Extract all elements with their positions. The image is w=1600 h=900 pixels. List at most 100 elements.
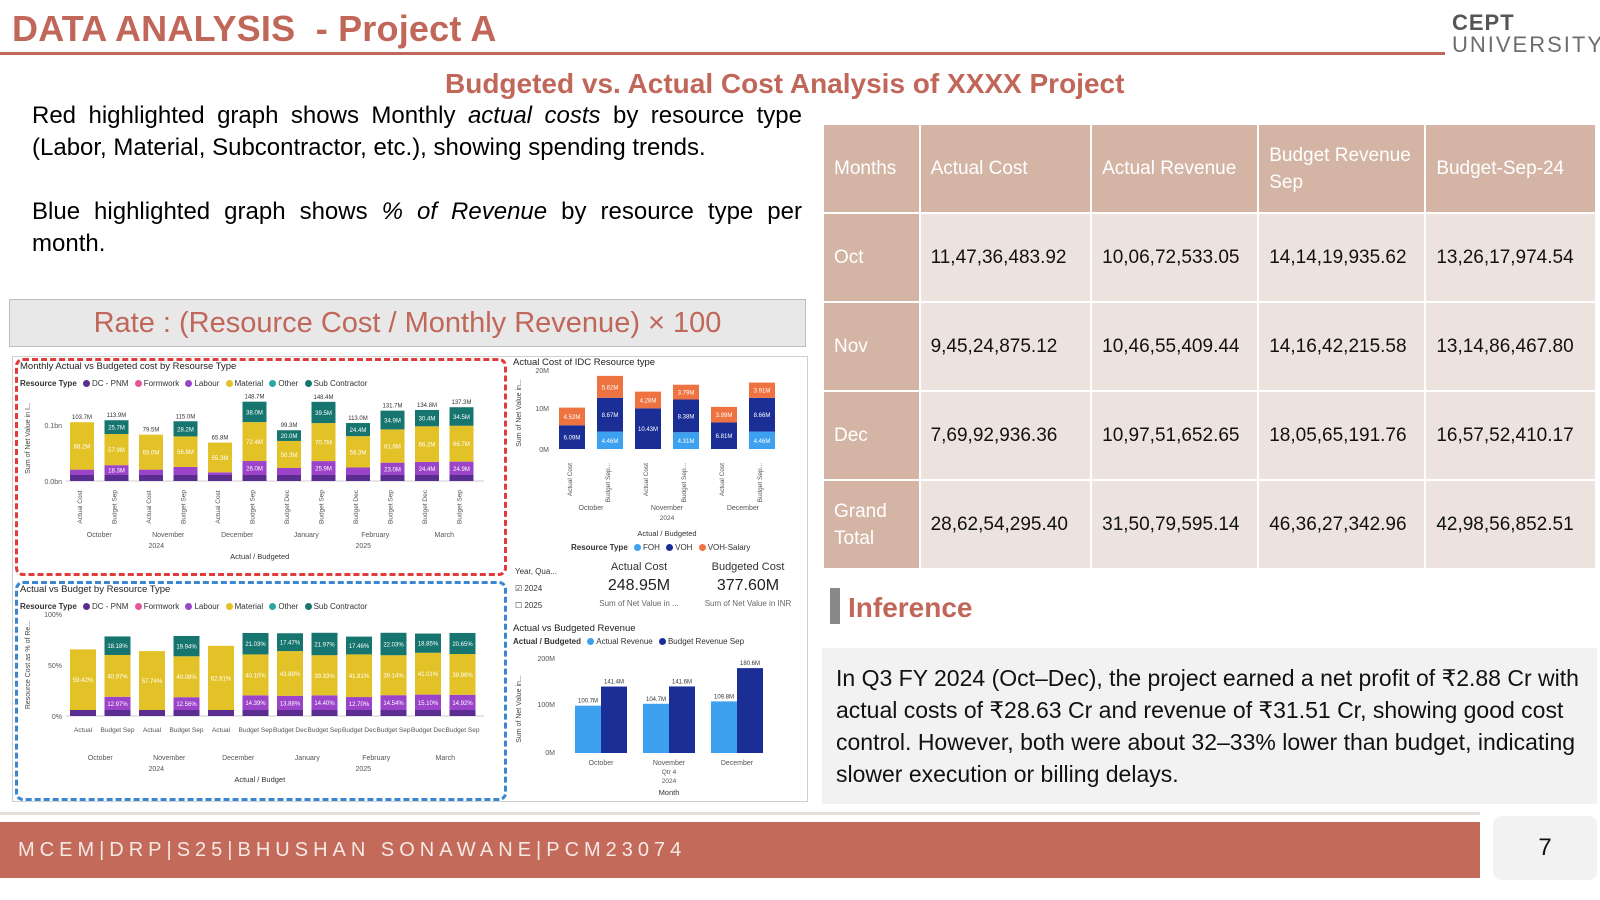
bar-data-label: 40.10% [245,673,266,679]
bar-segment-material [70,422,94,470]
table-row-total: Grand Total 28,62,54,295.40 31,50,79,595… [824,481,1595,568]
bar-total-label: 148.4M [313,395,333,401]
slicer-title: Year, Qua... [515,567,557,576]
bar-segment-voh [673,399,699,433]
x-year-label: 2025 [355,543,371,550]
bar-total-label: 137.3M [451,400,471,406]
bar-segment-labour [104,465,129,475]
y-tick-label: 0M [545,750,555,757]
bar-segment-voh-salary [597,375,623,398]
bar-segment-material [380,655,407,696]
logo-bottom-text: UNIVERSITY [1452,32,1600,57]
slicer-item-2024[interactable]: ☑ 2024 [515,584,543,593]
bar-total-label: 134.8M [417,403,437,409]
bar-data-label: 39.14% [383,674,404,680]
y-tick-label: 200M [537,656,555,663]
chart-title: Actual vs Budget by Resource Type [20,584,171,595]
legend-dot [269,603,277,611]
chart-legend: Actual / Budgeted Actual Revenue Budget … [513,637,744,646]
legend-dot [185,380,193,388]
legend-dot [666,544,674,552]
bar-segment-material [70,649,96,710]
bar-segment-subcontractor [242,401,267,423]
x-category-label: Budget Sep [388,490,395,524]
bar-segment-material [415,426,439,462]
bar-segment-dc-pnm [104,475,129,481]
table-cell: 46,36,27,342.96 [1259,481,1425,568]
bar-segment-material [104,434,129,466]
bar-segment-subcontractor [346,636,372,655]
bar-segment-labour [70,469,94,475]
table-header: Months [824,125,919,212]
bar-segment-foh [673,432,699,449]
university-logo: CEPT UNIVERSITY [1452,10,1600,58]
bar-data-label: 17.47% [280,641,301,647]
slicer-item-2025[interactable]: ☐ 2025 [515,601,543,610]
table-cell-month: Dec [824,392,919,479]
table-cell-month: Grand Total [824,481,919,568]
bar-segment-labour [139,469,163,475]
bar-segment-subcontractor [277,633,303,652]
y-tick-label: 0% [52,714,62,721]
legend-title: Resource Type [571,543,628,552]
bar-data-label: 40.08% [176,675,197,681]
bar-segment-dc-pnm [380,710,407,716]
bar-segment-labour [277,695,303,710]
chart-legend: Resource Type DC - PNM Formwork Labour M… [20,379,367,388]
page-title: DATA ANALYSIS - Project A [12,8,497,49]
bar-data-label: 14.54% [383,701,404,707]
monthly-chart-plot: 0.1bn 0.0bn Sum of Net Value in I... 88.2M 1… [25,395,484,561]
x-category-label: Actual [74,727,93,734]
legend-dot [83,603,90,611]
bar-data-label: 104.7M [646,697,666,703]
x-axis-title: Month [659,788,680,797]
slicer-label: 2024 [524,584,543,593]
chart-title: Actual Cost of IDC Resource type [513,357,656,368]
bar-data-label: 100.7M [578,699,598,705]
bar-data-label: 28.2M [177,427,194,433]
bar-total-label: 131.7M [382,404,402,410]
x-month-label: November [153,755,186,762]
table-cell: 10,97,51,652.65 [1092,392,1258,479]
card-value: 248.95M [607,577,671,594]
x-month-label: March [435,532,455,539]
bar-data-label: 14.39% [245,701,266,707]
table-cell: 13,26,17,974.54 [1426,214,1595,301]
y-tick-label: 0M [539,447,549,454]
bar-segment-dc-pnm [311,475,336,481]
bar-data-label: 26.0M [246,467,263,473]
bar-segment-subcontractor [415,409,439,427]
bar-segment-dc-pnm [311,710,338,716]
bar-total-label: 65.8M [212,436,229,442]
x-year-label: 2025 [355,766,371,773]
legend-item: DC - PNM [92,602,129,611]
bar-segment-subcontractor [242,632,269,655]
year-slicer[interactable]: Year, Qua... ☑ 2024 ☐ 2025 [515,563,557,614]
bar-segment-labour [208,472,232,475]
x-axis-title: Actual / Budget [234,775,286,784]
revenue-chart-plot: 200M 100M 0M Sum of Net Value in... 100.7M 14… [516,656,763,797]
y-tick-label: 10M [535,406,549,413]
bar-segment-voh-salary [559,407,585,426]
legend-item: Formwork [143,379,180,388]
table-cell: 11,47,36,483.92 [920,214,1091,301]
bar-segment-dc-pnm [104,710,131,716]
legend-dot [134,380,142,388]
x-month-label: January [294,532,319,539]
table-row: Dec 7,69,92,936.36 10,97,51,652.65 18,05… [824,392,1595,479]
bar-segment-dc-pnm [415,475,439,481]
legend-item: Material [234,379,264,388]
chart-legend: Resource Type DC - PNM Formwork Labour M… [20,602,367,611]
bar-segment-labour [380,695,407,710]
bar-data-label: 6.09M [564,436,581,442]
legend-item: Actual Revenue [596,637,653,646]
x-category-label: Actual Cost [77,490,84,523]
bar-data-label: 38.0M [246,410,263,416]
bar-segment-subcontractor [346,423,370,437]
bar-data-label: 25.7M [108,426,125,432]
legend-dot [587,638,595,646]
bar-data-label: 4.46M [754,439,771,445]
bar-segment-dc-pnm [139,710,165,716]
bar-data-label: 3.91M [754,389,771,395]
legend-dot [634,544,641,552]
